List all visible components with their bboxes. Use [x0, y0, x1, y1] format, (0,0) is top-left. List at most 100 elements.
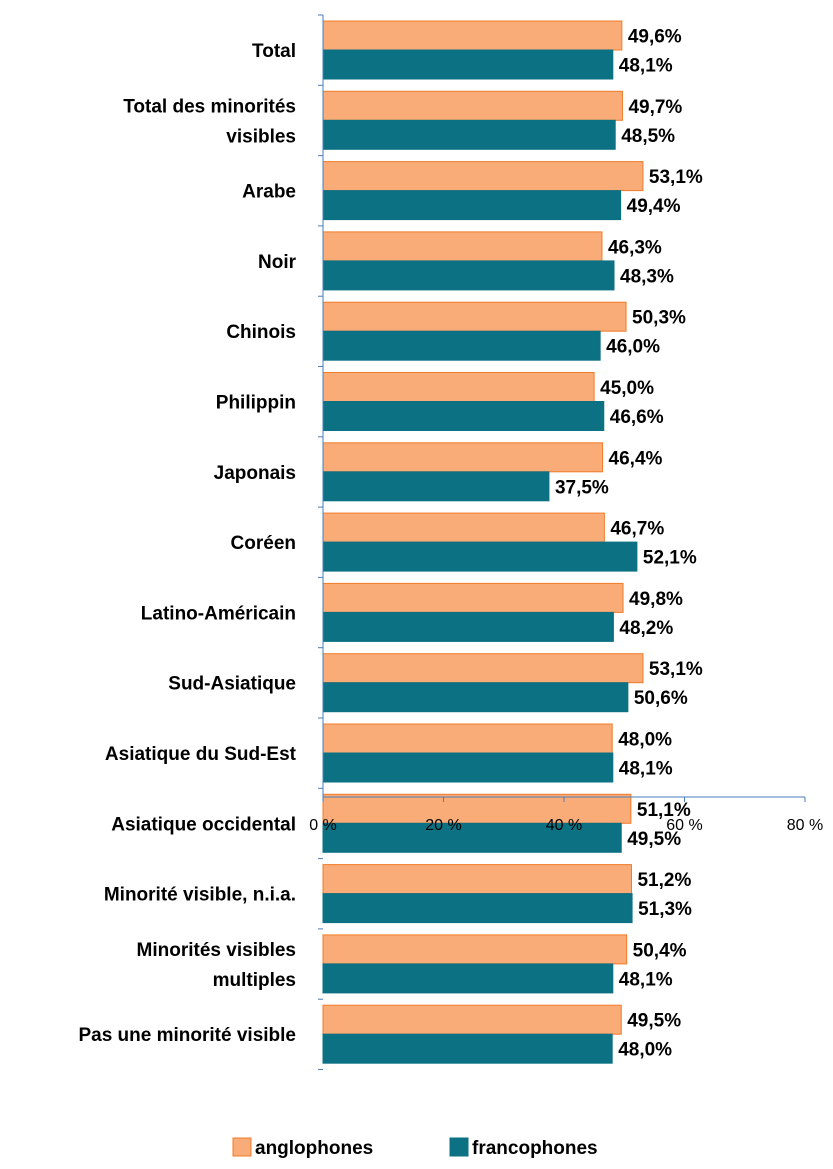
value-labels: 49,6% 48,1% 49,7% 48,5% 53,1% 49,4% 46,3% 48,3%… — [555, 27, 703, 1061]
value-label-francophones-arabe: 49,4% — [627, 196, 681, 217]
value-label-anglophones-minorite-visible-n-i-a: 51,2% — [637, 870, 691, 891]
bar-francophones-minorite-visible-n-i-a — [322, 893, 633, 924]
value-label-francophones-total: 48,1% — [619, 56, 673, 77]
value-label-francophones-sud-asiatique: 50,6% — [634, 688, 688, 709]
value-label-francophones-coreen: 52,1% — [643, 548, 697, 569]
category-label-line: multiples — [213, 970, 296, 991]
category-label-line: Chinois — [226, 322, 296, 343]
category-label-line: Latino-Américain — [141, 603, 296, 624]
bar-francophones-total — [322, 49, 614, 80]
category-label-japonais: Japonais — [214, 463, 296, 484]
category-label-sud-asiatique: Sud-Asiatique — [168, 674, 296, 695]
bar-anglophones-philippin — [322, 372, 595, 402]
bar-francophones-japonais — [322, 471, 550, 502]
category-label-line: Asiatique occidental — [111, 814, 296, 835]
category-label-line: Arabe — [242, 182, 296, 203]
category-label-chinois: Chinois — [226, 322, 296, 343]
bar-francophones-philippin — [322, 401, 605, 431]
value-label-anglophones-total: 49,6% — [628, 27, 682, 48]
value-label-anglophones-pas-une-minorite-visible: 49,5% — [627, 1011, 681, 1032]
category-label-line: Japonais — [214, 463, 296, 484]
value-label-anglophones-asiatique-du-sud-est: 48,0% — [618, 730, 672, 751]
category-label-minorites-visibles-multiples: Minorités visibles multiples — [137, 940, 296, 991]
category-label-line: Noir — [258, 252, 297, 273]
category-label-total-des-minorites-visibles: Total des minorités visibles — [123, 96, 296, 147]
bar-francophones-noir — [322, 260, 615, 291]
bar-anglophones-noir — [322, 231, 603, 262]
value-label-anglophones-arabe: 53,1% — [649, 167, 703, 188]
category-label-asiatique-occidental: Asiatique occidental — [111, 814, 296, 835]
legend-label-francophones: francophones — [472, 1138, 598, 1159]
value-label-anglophones-japonais: 46,4% — [609, 448, 663, 469]
bar-francophones-chinois — [322, 330, 601, 361]
value-label-anglophones-minorites-visibles-multiples: 50,4% — [633, 940, 687, 961]
bar-francophones-asiatique-occidental — [322, 822, 622, 853]
category-label-minorite-visible-n-i-a: Minorité visible, n.i.a. — [104, 885, 296, 906]
bar-anglophones-pas-une-minorite-visible — [322, 1004, 622, 1035]
bar-anglophones-latino-americain — [322, 582, 624, 613]
legend: anglophones francophones — [232, 1137, 598, 1159]
legend-swatch-anglophones — [232, 1137, 252, 1157]
category-label-line: Pas une minorité visible — [78, 1025, 296, 1046]
value-label-anglophones-noir: 46,3% — [608, 237, 662, 258]
bar-anglophones-coreen — [322, 512, 605, 543]
x-tick-label-0: 0 % — [309, 817, 337, 834]
bar-francophones-minorites-visibles-multiples — [322, 963, 614, 994]
bar-anglophones-minorites-visibles-multiples — [322, 934, 628, 965]
category-label-total: Total — [252, 41, 296, 62]
legend-swatch-francophones — [449, 1137, 469, 1157]
category-label-line: Asiatique du Sud-Est — [105, 744, 297, 765]
bars-layer — [322, 20, 644, 1064]
bar-francophones-sud-asiatique — [322, 682, 629, 713]
category-label-pas-une-minorite-visible: Pas une minorité visible — [78, 1025, 296, 1046]
value-label-anglophones-asiatique-occidental: 51,1% — [637, 800, 691, 821]
value-label-francophones-minorite-visible-n-i-a: 51,3% — [638, 899, 692, 920]
bar-anglophones-total-des-minorites-visibles — [322, 90, 623, 121]
value-label-francophones-japonais: 37,5% — [555, 477, 609, 498]
bar-francophones-latino-americain — [322, 611, 614, 642]
x-tick-label-20: 20 % — [425, 817, 461, 834]
category-label-asiatique-du-sud-est: Asiatique du Sud-Est — [105, 744, 297, 765]
bar-anglophones-japonais — [322, 442, 604, 473]
bar-anglophones-sud-asiatique — [322, 653, 644, 684]
value-label-anglophones-total-des-minorites-visibles: 49,7% — [628, 97, 682, 118]
x-axis-ticks: 0 % 20 % 40 % 60 % 80 % — [309, 14, 823, 1070]
bar-anglophones-arabe — [322, 161, 644, 192]
category-label-noir: Noir — [258, 252, 297, 273]
value-label-francophones-chinois: 46,0% — [606, 337, 660, 358]
bar-francophones-total-des-minorites-visibles — [322, 119, 616, 150]
x-tick-label-80: 80 % — [787, 817, 823, 834]
legend-label-anglophones: anglophones — [255, 1138, 373, 1159]
bar-francophones-asiatique-du-sud-est — [322, 752, 614, 783]
category-label-line: Philippin — [216, 393, 296, 414]
value-label-anglophones-coreen: 46,7% — [610, 519, 664, 540]
category-label-arabe: Arabe — [242, 182, 296, 203]
category-label-line: Sud-Asiatique — [168, 674, 296, 695]
value-label-francophones-asiatique-du-sud-est: 48,1% — [619, 759, 673, 780]
x-tick-label-40: 40 % — [546, 817, 582, 834]
category-label-line: Coréen — [231, 533, 296, 554]
category-label-line: visibles — [226, 126, 296, 147]
category-label-philippin: Philippin — [216, 393, 296, 414]
bar-francophones-coreen — [322, 541, 638, 572]
bar-anglophones-asiatique-occidental — [322, 793, 632, 824]
value-label-anglophones-chinois: 50,3% — [632, 308, 686, 329]
value-label-anglophones-philippin: 45,0% — [600, 378, 654, 399]
bar-anglophones-total — [322, 20, 623, 51]
value-label-francophones-pas-une-minorite-visible: 48,0% — [618, 1040, 672, 1061]
bar-anglophones-minorite-visible-n-i-a — [322, 864, 632, 895]
bar-anglophones-chinois — [322, 301, 627, 332]
value-label-francophones-latino-americain: 48,2% — [619, 618, 673, 639]
value-label-francophones-asiatique-occidental: 49,5% — [627, 829, 681, 850]
category-label-line: Minorité visible, n.i.a. — [104, 885, 296, 906]
category-label-latino-americain: Latino-Américain — [141, 603, 296, 624]
value-label-anglophones-latino-americain: 49,8% — [629, 589, 683, 610]
value-label-anglophones-sud-asiatique: 53,1% — [649, 659, 703, 680]
bar-francophones-pas-une-minorite-visible — [322, 1033, 613, 1064]
value-label-francophones-philippin: 46,6% — [610, 407, 664, 428]
category-label-line: Minorités visibles — [137, 940, 296, 961]
category-label-line: Total — [252, 41, 296, 62]
category-label-coreen: Coréen — [231, 533, 296, 554]
value-label-francophones-total-des-minorites-visibles: 48,5% — [621, 126, 675, 147]
